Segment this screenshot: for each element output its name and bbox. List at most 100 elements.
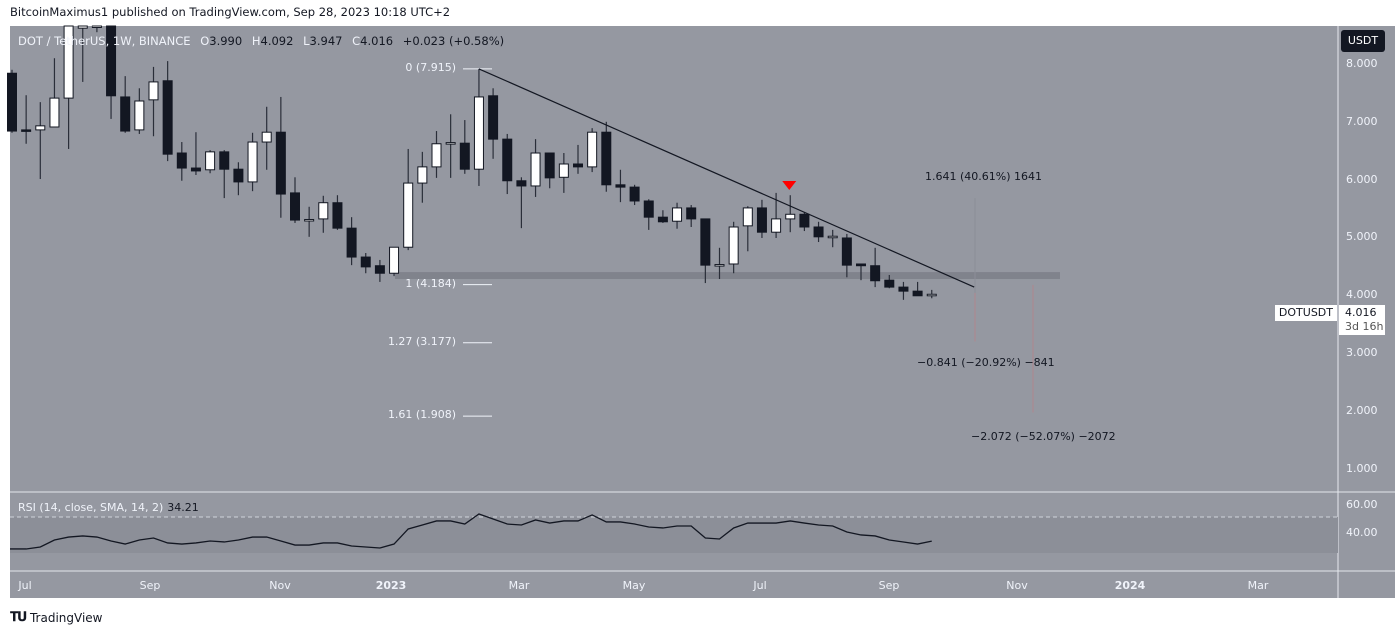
candle[interactable] [544, 152, 555, 189]
candle[interactable] [516, 177, 527, 229]
candle[interactable] [827, 229, 838, 248]
candle[interactable] [374, 259, 385, 282]
candle-body-down [643, 200, 654, 218]
measure-label: −0.841 (−20.92%) −841 [917, 356, 1055, 369]
candle-body-up [771, 218, 782, 233]
candle[interactable] [912, 281, 923, 297]
candle[interactable] [49, 58, 60, 128]
open-value: 3.990 [209, 34, 243, 48]
candle[interactable] [134, 88, 145, 134]
candle[interactable] [473, 68, 484, 186]
candle-body-up [742, 207, 753, 227]
candle[interactable] [360, 253, 371, 274]
candle[interactable] [7, 69, 17, 133]
candle[interactable] [799, 211, 810, 232]
candle[interactable] [148, 66, 159, 137]
candle[interactable] [488, 88, 499, 159]
candle-body-up [403, 182, 414, 248]
symbol-title[interactable]: DOT / TetherUS, 1W, BINANCE [18, 34, 191, 48]
candle[interactable] [332, 195, 343, 230]
candle[interactable] [884, 274, 895, 289]
candle[interactable] [318, 195, 329, 233]
candle[interactable] [417, 151, 428, 203]
candle[interactable] [813, 221, 824, 243]
time-tick-label: Mar [508, 579, 530, 592]
candle[interactable] [120, 76, 131, 133]
candle[interactable] [459, 120, 470, 174]
price-tick-label: 5.000 [1346, 230, 1378, 244]
close-value: 4.016 [360, 34, 394, 48]
candle[interactable] [247, 132, 258, 192]
candle-body-up [445, 142, 456, 145]
candle-body-down [813, 226, 824, 238]
candle[interactable] [403, 148, 414, 251]
candle[interactable] [21, 95, 32, 144]
candle[interactable] [205, 150, 216, 174]
time-tick-label: Jul [753, 579, 767, 592]
candle[interactable] [176, 142, 187, 181]
candle[interactable] [714, 247, 725, 280]
candle-body-up [587, 131, 598, 168]
candle[interactable] [856, 263, 866, 281]
price-tick-label: 4.000 [1346, 288, 1378, 302]
candle[interactable] [573, 144, 583, 174]
candle[interactable] [502, 133, 513, 195]
candle[interactable] [870, 247, 881, 288]
candle[interactable] [346, 217, 357, 266]
candle[interactable] [756, 199, 767, 238]
rsi-value: 34.21 [167, 501, 199, 514]
candle[interactable] [898, 281, 909, 300]
candle[interactable] [431, 131, 442, 178]
candle-body-down [884, 279, 895, 288]
candle[interactable] [290, 177, 300, 223]
candle[interactable] [530, 139, 541, 197]
candle[interactable] [686, 205, 697, 227]
candle[interactable] [558, 153, 569, 193]
candle[interactable] [106, 25, 117, 119]
candle[interactable] [304, 206, 315, 237]
brand-name: TradingView [29, 610, 103, 625]
candle[interactable] [261, 106, 272, 170]
candle[interactable] [785, 195, 796, 233]
candle[interactable] [601, 121, 612, 192]
rsi-tick-label: 40.00 [1346, 526, 1378, 539]
candle[interactable] [445, 114, 456, 178]
candle[interactable] [389, 246, 400, 277]
candle[interactable] [728, 221, 739, 274]
candle[interactable] [672, 202, 683, 229]
candle[interactable] [162, 61, 173, 162]
candle[interactable] [629, 184, 640, 206]
currency-button[interactable]: USDT [1341, 30, 1385, 52]
candle[interactable] [219, 150, 230, 199]
candle[interactable] [700, 218, 711, 284]
chart-frame[interactable] [10, 26, 1395, 598]
candle[interactable] [587, 128, 598, 173]
candle-body-down [488, 95, 499, 140]
candle[interactable] [926, 289, 937, 299]
candle-body-up [77, 25, 88, 29]
candle[interactable] [643, 199, 654, 230]
low-label: L [303, 34, 310, 48]
candle[interactable] [233, 162, 244, 196]
trendline-line[interactable] [478, 68, 975, 288]
candle[interactable] [91, 25, 102, 33]
candle[interactable] [657, 210, 668, 223]
candle[interactable] [77, 25, 88, 82]
candle-body-down [700, 218, 711, 266]
candle[interactable] [615, 169, 626, 203]
candle[interactable] [63, 25, 74, 149]
candle[interactable] [275, 96, 286, 218]
candle-body-up [91, 25, 102, 28]
support-zone-rect[interactable] [395, 272, 1060, 280]
arrow-down-icon[interactable] [782, 181, 797, 190]
candle-body-down [756, 207, 767, 233]
candle[interactable] [841, 233, 852, 278]
rsi-line[interactable] [10, 513, 932, 550]
candle-body-down [290, 192, 300, 221]
rsi-legend[interactable]: RSI (14, close, SMA, 14, 2) 34.21 [18, 501, 199, 514]
candle[interactable] [742, 206, 753, 252]
candle-body-up [304, 218, 315, 222]
candle[interactable] [190, 132, 201, 175]
candle[interactable] [35, 102, 46, 180]
